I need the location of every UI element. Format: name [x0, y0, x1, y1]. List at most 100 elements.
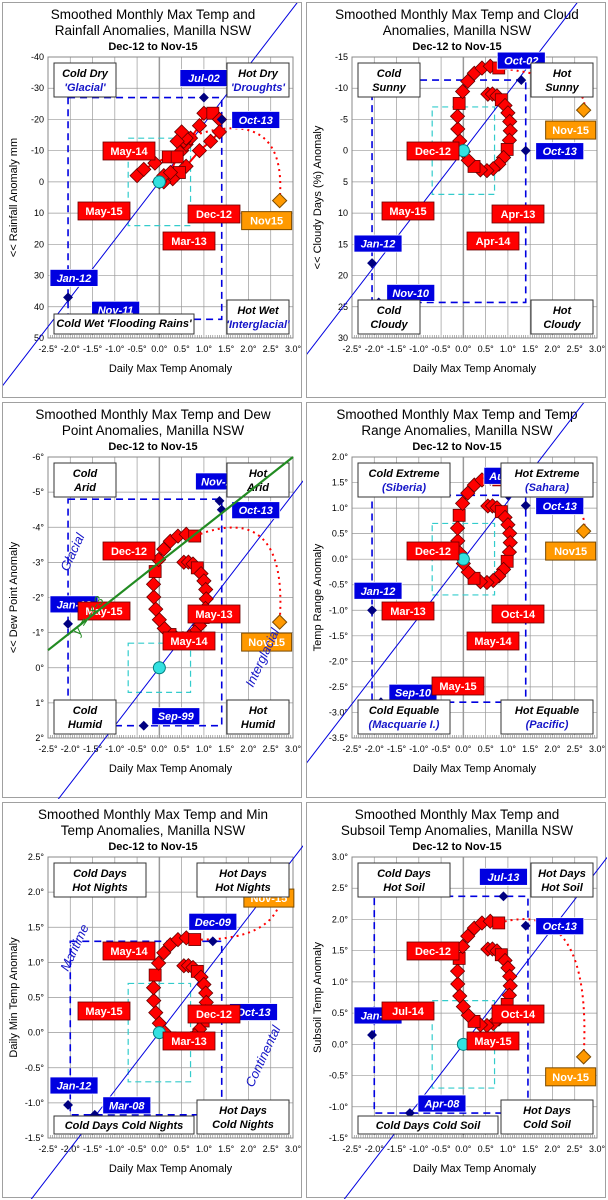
y-tick-label: 10	[338, 208, 348, 218]
quadrant-label-tl	[53, 862, 147, 898]
data-point	[145, 576, 162, 592]
data-point	[454, 495, 471, 512]
x-tick-label: -0.5°	[432, 744, 452, 754]
extreme-label-box	[535, 497, 585, 515]
event-label-box	[381, 601, 435, 621]
event-label: May-15	[474, 1036, 511, 1048]
x-tick-label: -1.0°	[105, 744, 125, 754]
x-tick-label: 2.0°	[544, 744, 561, 754]
event-label: May-13	[195, 609, 232, 621]
season-marker	[148, 968, 162, 982]
extreme-label: Jan-12	[361, 239, 396, 251]
event-label: Apr-14	[476, 236, 512, 248]
y-tick-label: -1.5°	[329, 631, 349, 641]
event-label: Mar-13	[171, 1036, 206, 1048]
quadrant-text: Hot	[553, 68, 573, 80]
quadrant-text: Cold Days Cold Nights	[65, 1120, 184, 1132]
data-point	[211, 124, 228, 140]
event-label: Dec-12	[196, 209, 232, 221]
data-point	[145, 980, 162, 996]
x-tick-label: 0.0°	[455, 744, 472, 754]
extreme-label: Sep-99	[158, 711, 195, 723]
extreme-label: Jul-13	[488, 872, 520, 884]
y-axis-label: Daily Min Temp Anomaly	[8, 937, 20, 1058]
y-tick-label: 3.0°	[332, 852, 349, 862]
season-marker	[452, 508, 466, 522]
season-marker	[148, 565, 162, 578]
quadrant-subtext: Sunny	[545, 82, 579, 94]
x-tick-label: 2.0°	[240, 344, 257, 354]
quadrant-subtext: Humid	[241, 719, 276, 731]
extreme-label-box	[353, 234, 403, 253]
x-tick-label: 0.0°	[455, 1144, 472, 1154]
data-point	[202, 133, 219, 149]
extreme-label: Mar-08	[109, 1100, 145, 1112]
x-tick-label: -0.5°	[128, 344, 148, 354]
x-tick-label: -1.5°	[387, 744, 407, 754]
y-tick-label: 0.5°	[332, 1008, 349, 1018]
x-tick-label: -1.5°	[83, 1144, 103, 1154]
quadrant-label-tl	[357, 862, 451, 898]
x-tick-label: 1.5°	[218, 1144, 235, 1154]
x-tick-label: -2.0°	[61, 344, 81, 354]
chart-title-line1: Smoothed Monthly Max Temp and Cloud	[335, 7, 579, 22]
chart-subtitle: Dec-12 to Nov-15	[412, 841, 501, 853]
std-dev-box	[127, 137, 192, 227]
chart-title-line1: Smoothed Monthly Max Temp and	[355, 807, 560, 822]
quadrant-label-tl	[53, 62, 117, 98]
data-point	[454, 83, 471, 100]
x-axis-label: Daily Max Temp Anomaly	[109, 1163, 233, 1175]
quadrant-text: Hot Equable	[515, 705, 579, 717]
chart-panel-subsoil: Smoothed Monthly Max Temp and Subsoil Tem…	[306, 802, 607, 1199]
x-tick-label: 2.5°	[263, 744, 280, 754]
quadrant-text: Cold Dry	[62, 68, 109, 80]
extreme-label-box	[479, 867, 528, 886]
y-tick-label: 2.5°	[28, 852, 45, 862]
event-label-box	[381, 201, 435, 221]
chart-title-line2: Anomalies, Manilla NSW	[383, 23, 532, 38]
quadrant-subtext: Humid	[68, 719, 103, 731]
quadrant-label-bl	[357, 299, 421, 335]
x-tick-label: 0.5°	[174, 1144, 191, 1154]
quadrant-label-tl	[53, 462, 117, 498]
x-tick-label: -2.5°	[342, 1144, 362, 1154]
quadrant-subtext: Cloudy	[370, 319, 408, 331]
event-label-box	[102, 541, 156, 561]
y-tick-label: -1°	[32, 628, 44, 638]
y-tick-label: -40	[31, 52, 44, 62]
y-axis-label: << Dew Point Anomaly	[8, 541, 20, 653]
chart-title-line1: Smoothed Monthly Max Temp and	[51, 7, 256, 22]
data-point	[148, 1004, 164, 1021]
extreme-point	[207, 936, 218, 947]
x-tick-label: 1.0°	[500, 744, 517, 754]
extreme-point	[198, 92, 209, 103]
y-tick-label: 1°	[35, 698, 44, 708]
quadrant-subtext: 'Glacial'	[64, 82, 106, 94]
x-axis-label: Daily Max Temp Anomaly	[109, 363, 233, 375]
latest-label: Nov15	[250, 216, 283, 228]
event-label: May-15	[439, 681, 476, 693]
quadrant-text: Hot Days	[538, 868, 586, 880]
data-point	[198, 591, 214, 607]
x-tick-label: -1.5°	[83, 744, 103, 754]
extreme-label-box	[231, 111, 281, 129]
extreme-point	[63, 618, 73, 629]
x-tick-label: 2.0°	[544, 344, 561, 354]
extreme-point	[367, 1030, 377, 1040]
x-tick-label: -2.0°	[365, 344, 385, 354]
event-label: Mar-13	[390, 606, 425, 618]
plot-area	[47, 456, 294, 739]
quadrant-text: Cold Wet 'Flooding Rains'	[56, 318, 192, 330]
quadrant-label-br	[500, 1099, 594, 1135]
latest-label-box	[241, 632, 293, 652]
event-label-box	[491, 604, 545, 624]
extreme-point	[214, 495, 225, 506]
event-label: Mar-13	[171, 236, 206, 248]
y-tick-label: 1.5°	[332, 946, 349, 956]
event-label-box	[77, 201, 131, 221]
quadrant-label-bl	[53, 699, 117, 735]
quadrant-text: Cold	[377, 305, 402, 317]
chart-title-line2: Range Anomalies, Manilla NSW	[361, 423, 553, 438]
event-label-box	[491, 1004, 545, 1024]
